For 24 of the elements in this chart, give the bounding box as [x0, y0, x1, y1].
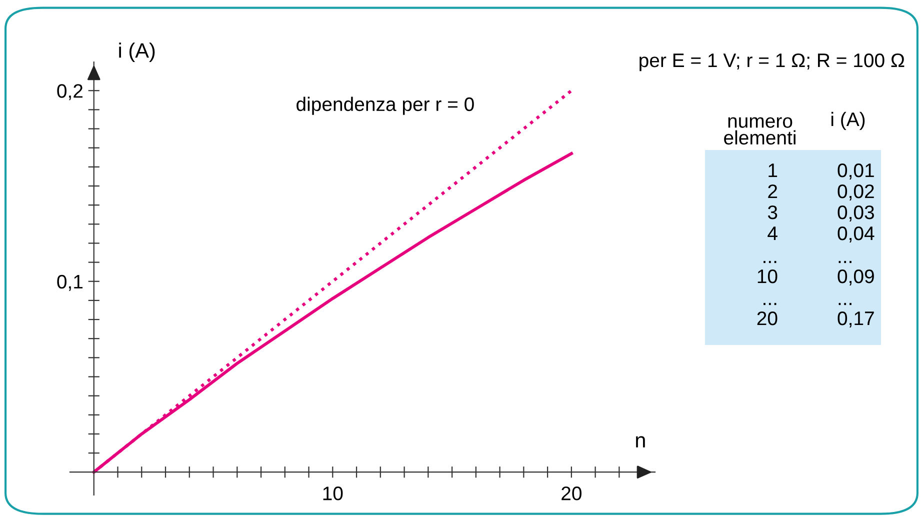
text: ... — [838, 260, 852, 264]
x-axis-title: n — [636, 436, 645, 448]
y-axis-title: i (A) — [119, 42, 155, 62]
text: i (A) — [831, 112, 865, 130]
text: 2 — [768, 184, 778, 198]
text: 1 — [768, 164, 778, 178]
text: numero elementi — [724, 117, 796, 145]
y-tick-label: 0,2 — [57, 84, 82, 100]
text: 0,04 — [838, 226, 874, 243]
text: dipendenza per r = 0 — [296, 96, 474, 115]
text: ... — [764, 260, 776, 264]
text: 0,03 — [838, 205, 874, 222]
text: 0,17 — [838, 311, 874, 328]
text: 3 — [768, 205, 778, 220]
text: 0,01 — [838, 163, 874, 180]
annotation: per E = 1 V; r = 1 Ω; R = 100 Ω — [640, 53, 904, 72]
text: 10 — [758, 269, 778, 284]
text: 0,09 — [838, 269, 874, 286]
text: 0,02 — [838, 184, 874, 201]
text: 20 — [757, 311, 778, 326]
text: ... — [764, 302, 776, 306]
y-tick-label: 0,1 — [57, 274, 83, 291]
text: 4 — [768, 226, 778, 240]
text: ... — [838, 302, 852, 306]
